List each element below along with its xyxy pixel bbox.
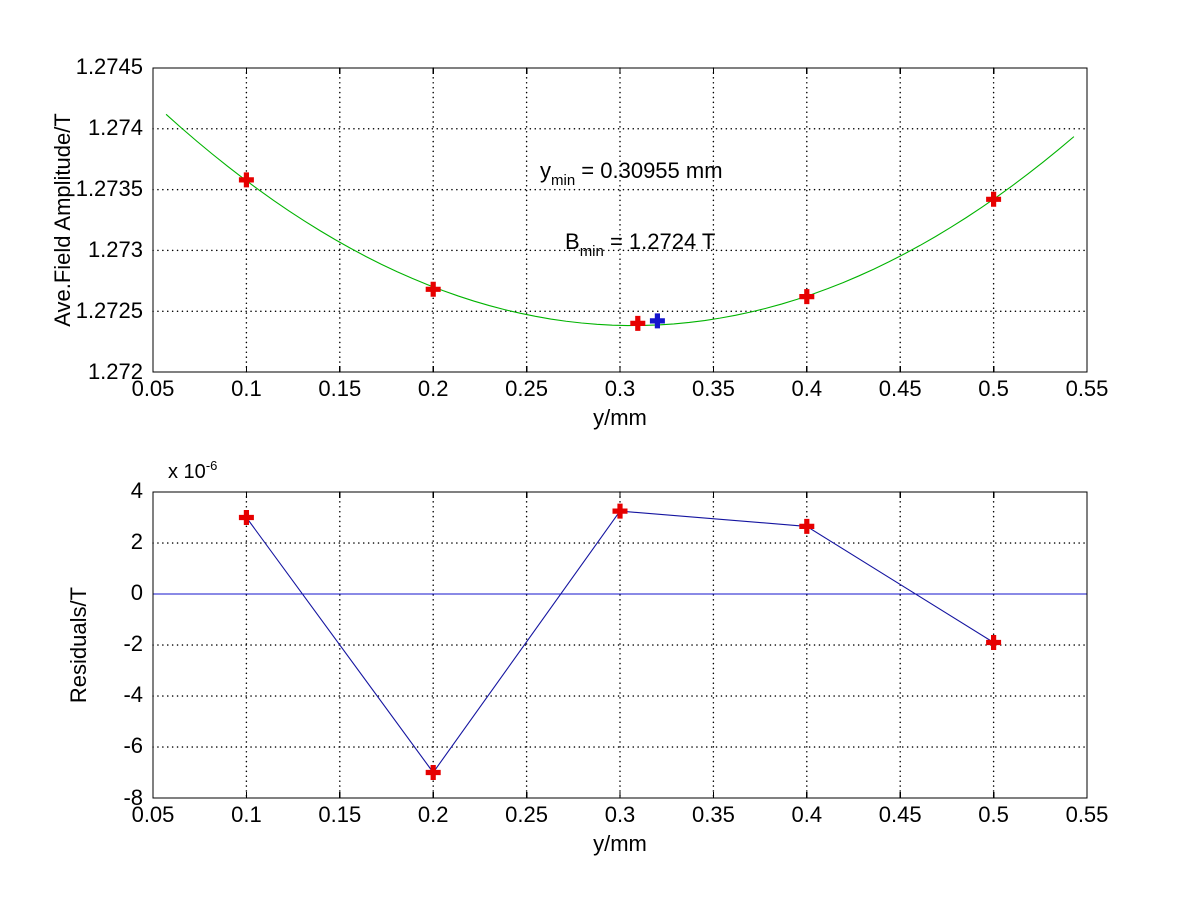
svg-text:Residuals/T: Residuals/T <box>66 587 91 703</box>
svg-text:1.274: 1.274 <box>88 115 143 140</box>
svg-text:1.2725: 1.2725 <box>76 298 143 323</box>
svg-text:0.45: 0.45 <box>879 802 922 827</box>
svg-text:y/mm: y/mm <box>593 831 647 856</box>
svg-text:2: 2 <box>131 529 143 554</box>
svg-text:Ave.Field Amplitude/T: Ave.Field Amplitude/T <box>50 113 75 327</box>
svg-text:0.55: 0.55 <box>1066 376 1109 401</box>
svg-text:1.2745: 1.2745 <box>76 54 143 79</box>
svg-text:y/mm: y/mm <box>593 405 647 430</box>
svg-text:0.2: 0.2 <box>418 802 449 827</box>
svg-text:4: 4 <box>131 478 143 503</box>
svg-text:0.3: 0.3 <box>605 802 636 827</box>
svg-text:0.2: 0.2 <box>418 376 449 401</box>
svg-text:0.3: 0.3 <box>605 376 636 401</box>
svg-text:0.25: 0.25 <box>505 802 548 827</box>
svg-text:0.15: 0.15 <box>318 376 361 401</box>
svg-text:0.45: 0.45 <box>879 376 922 401</box>
svg-text:-6: -6 <box>123 733 143 758</box>
svg-text:-8: -8 <box>123 785 143 810</box>
svg-text:0.35: 0.35 <box>692 376 735 401</box>
svg-text:0.35: 0.35 <box>692 802 735 827</box>
svg-text:0.25: 0.25 <box>505 376 548 401</box>
svg-text:0.4: 0.4 <box>792 802 823 827</box>
svg-text:0.1: 0.1 <box>231 802 262 827</box>
svg-text:0.15: 0.15 <box>318 802 361 827</box>
svg-text:0.1: 0.1 <box>231 376 262 401</box>
svg-text:0.55: 0.55 <box>1066 802 1109 827</box>
svg-text:0.5: 0.5 <box>978 376 1009 401</box>
svg-text:-2: -2 <box>123 631 143 656</box>
svg-text:-4: -4 <box>123 682 143 707</box>
svg-text:1.2735: 1.2735 <box>76 176 143 201</box>
svg-text:0: 0 <box>131 580 143 605</box>
svg-text:0.4: 0.4 <box>792 376 823 401</box>
svg-text:1.272: 1.272 <box>88 359 143 384</box>
svg-text:1.273: 1.273 <box>88 237 143 262</box>
svg-text:0.5: 0.5 <box>978 802 1009 827</box>
